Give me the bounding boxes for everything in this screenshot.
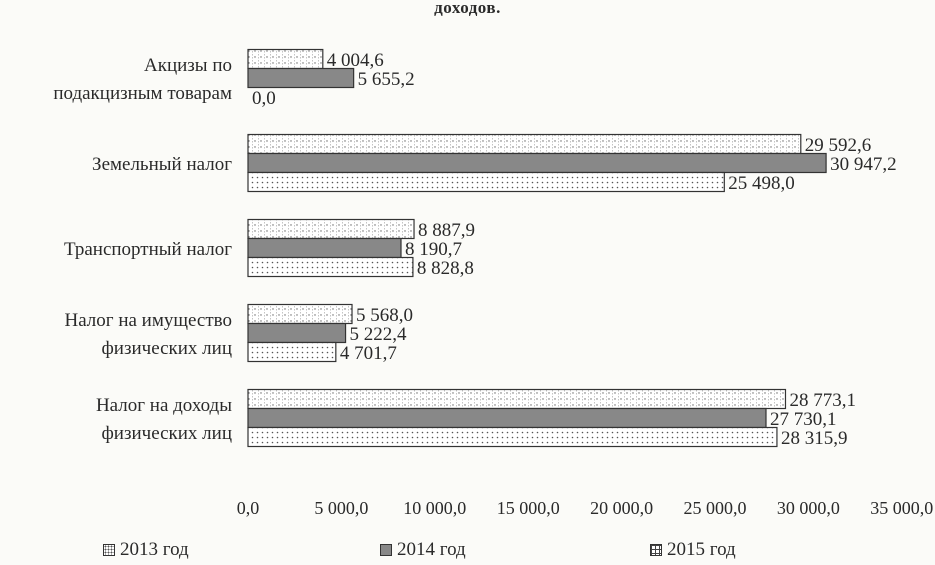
data-label: 5 222,4: [350, 324, 408, 345]
bar-2013-год: [247, 48, 324, 70]
x-tick-label: 10 000,0: [403, 498, 466, 518]
category-label: Налог на имущество: [64, 310, 232, 331]
bar-2013-год: [247, 303, 353, 325]
legend-label: 2015 год: [667, 539, 736, 560]
x-tick-label: 20 000,0: [590, 498, 653, 518]
data-label: 8 828,8: [417, 258, 474, 279]
legend-swatch: [650, 544, 662, 556]
bar-2014-год: [247, 237, 402, 259]
data-label: 0,0: [252, 88, 276, 109]
x-tick-label: 5 000,0: [314, 498, 368, 518]
bar-2015-год: [247, 341, 337, 363]
legend-swatch: [103, 544, 115, 556]
bar-2014-год: [247, 322, 347, 344]
bar-2015-год: [247, 256, 414, 278]
data-label: 8 190,7: [405, 239, 462, 260]
legend-label: 2013 год: [120, 539, 189, 560]
bar-2013-год: [247, 133, 802, 155]
data-label: 28 315,9: [781, 428, 848, 449]
data-label: 5 568,0: [356, 305, 413, 326]
data-label: 4 701,7: [340, 343, 397, 364]
category-label: физических лиц: [101, 338, 232, 359]
category-label: Налог на доходы: [96, 395, 232, 416]
bar-2015-год: [247, 426, 778, 448]
x-tick-label: 35 000,0: [870, 498, 933, 518]
category-label: подакцизным товарам: [53, 83, 232, 104]
data-label: 4 004,6: [327, 50, 384, 71]
data-label: 29 592,6: [805, 135, 872, 156]
category-label: Земельный налог: [92, 154, 232, 175]
legend-swatch: [380, 544, 392, 556]
data-label: 8 887,9: [418, 220, 475, 241]
category-label: Акцизы по: [144, 55, 232, 76]
x-tick-label: 15 000,0: [497, 498, 560, 518]
data-label: 30 947,2: [830, 154, 897, 175]
data-label: 27 730,1: [770, 409, 837, 430]
bar-2014-год: [247, 152, 827, 174]
bar-2014-год: [247, 67, 355, 89]
chart-title: доходов.: [434, 0, 501, 17]
x-tick-label: 30 000,0: [777, 498, 840, 518]
category-label: физических лиц: [101, 423, 232, 444]
legend-label: 2014 год: [397, 539, 466, 560]
category-label: Транспортный налог: [64, 239, 232, 260]
data-label: 28 773,1: [789, 390, 856, 411]
data-label: 5 655,2: [358, 69, 415, 90]
x-tick-label: 25 000,0: [684, 498, 747, 518]
bar-2014-год: [247, 407, 767, 429]
x-tick-label: 0,0: [237, 498, 260, 518]
data-label: 25 498,0: [728, 173, 795, 194]
bar-2015-год: [247, 171, 725, 193]
bar-2013-год: [247, 218, 415, 240]
bar-2013-год: [247, 388, 787, 410]
legend-item: 2013 год: [103, 539, 189, 561]
legend-item: 2014 год: [380, 539, 466, 561]
legend-item: 2015 год: [650, 539, 736, 561]
